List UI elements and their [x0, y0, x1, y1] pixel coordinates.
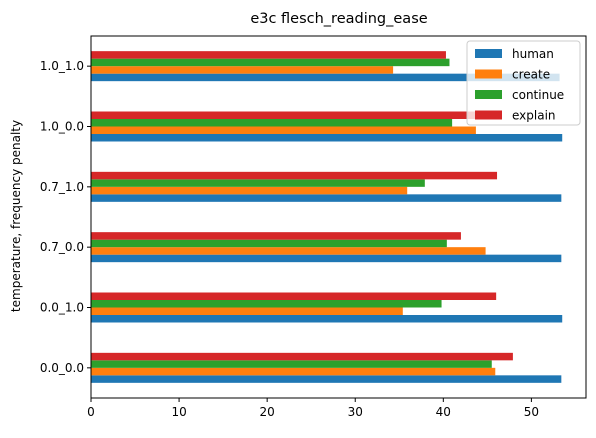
- bar-human-0.0_0.0: [91, 375, 562, 383]
- plot-frame: [90, 35, 587, 399]
- bar-create-1.0_1.0: [91, 66, 394, 74]
- legend-swatch-create: [475, 69, 502, 79]
- x-axis-ticks: 0 10 20 30 40 50: [87, 398, 539, 419]
- bar-create-0.0_0.0: [91, 367, 496, 376]
- y-tick-label: 1.0_1.0: [40, 59, 84, 73]
- legend-label-explain: explain: [512, 109, 556, 123]
- legend-label-continue: continue: [512, 88, 564, 102]
- bar-human-1.0_0.0: [91, 134, 563, 142]
- x-tick-label: 20: [260, 405, 275, 419]
- legend-label-human: human: [512, 47, 554, 61]
- chart-title: e3c flesch_reading_ease: [250, 11, 427, 27]
- legend-swatch-explain: [475, 110, 502, 120]
- legend-label-create: create: [512, 68, 550, 82]
- bar-explain-1.0_0.0: [91, 111, 501, 119]
- x-tick-label: 0: [87, 405, 95, 419]
- bar-explain-0.0_0.0: [91, 352, 513, 361]
- bar-continue-0.7_1.0: [91, 179, 425, 187]
- x-tick-label: 30: [348, 405, 363, 419]
- x-tick-label: 40: [436, 405, 451, 419]
- bar-explain-0.7_0.0: [91, 232, 461, 240]
- bar-create-0.7_0.0: [91, 247, 486, 255]
- bar-continue-1.0_0.0: [91, 119, 453, 127]
- bar-continue-0.0_1.0: [91, 300, 442, 308]
- legend-swatch-continue: [475, 90, 502, 99]
- bar-continue-0.0_0.0: [91, 360, 492, 368]
- y-tick-label: 0.7_1.0: [40, 180, 84, 194]
- bar-continue-1.0_1.0: [91, 58, 450, 67]
- y-axis-label: temperature, frequency penalty: [9, 120, 23, 312]
- bar-create-0.7_1.0: [91, 186, 408, 195]
- y-tick-label: 0.7_0.0: [40, 240, 84, 254]
- y-axis-ticks: 0.0_0.0 0.0_1.0 0.7_0.0 0.7_1.0 1.0_0.0 1.0_1…: [40, 59, 91, 375]
- y-tick-label: 0.0_0.0: [40, 361, 84, 375]
- x-tick-label: 10: [171, 405, 186, 419]
- y-tick-label: 1.0_0.0: [40, 120, 84, 134]
- bar-continue-0.7_0.0: [91, 239, 447, 248]
- x-tick-label: 50: [524, 405, 539, 419]
- bar-human-0.7_1.0: [91, 194, 562, 202]
- bar-human-0.0_1.0: [91, 315, 563, 323]
- bar-create-0.0_1.0: [91, 307, 403, 315]
- legend-box: [466, 40, 581, 126]
- y-tick-label: 0.0_1.0: [40, 301, 84, 315]
- bar-human-1.0_1.0: [91, 73, 560, 82]
- bar-create-1.0_0.0: [91, 126, 476, 134]
- legend-swatch-human: [475, 49, 502, 58]
- bar-explain-0.0_1.0: [91, 292, 497, 300]
- bar-explain-0.7_1.0: [91, 171, 498, 180]
- legend: human create continue explain: [466, 40, 581, 126]
- bars-layer: [91, 51, 563, 383]
- bar-explain-1.0_1.0: [91, 51, 446, 59]
- bar-human-0.7_0.0: [91, 254, 562, 263]
